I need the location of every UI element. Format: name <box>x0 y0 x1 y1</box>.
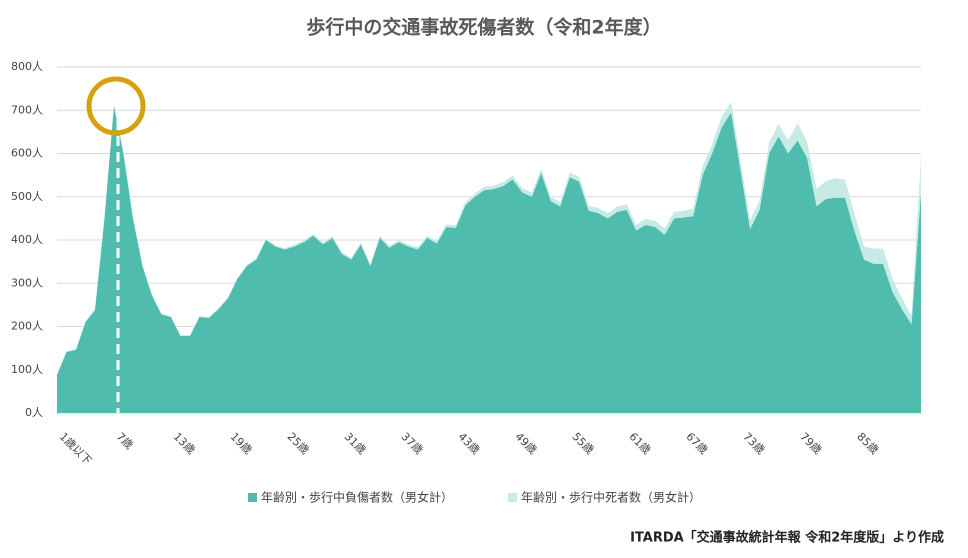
legend-label: 年齢別・歩行中死者数（男女計） <box>521 490 701 505</box>
x-tick-label: 37歳 <box>399 430 426 457</box>
x-tick-label: 79歳 <box>797 430 824 457</box>
x-tick-label: 25歳 <box>285 430 312 457</box>
y-tick-label: 700人 <box>11 103 43 116</box>
x-tick-label: 13歳 <box>171 430 198 457</box>
x-tick-label: 55歳 <box>569 430 596 457</box>
x-tick-label: 19歳 <box>228 430 255 457</box>
y-tick-label: 100人 <box>11 363 43 376</box>
y-tick-label: 0人 <box>25 406 43 419</box>
x-tick-label: 61歳 <box>626 430 653 457</box>
area <box>57 105 921 414</box>
legend-swatch <box>248 493 257 502</box>
plot-area: 0人 100人 200人 300人 400人 500人 600人 700人 800人 1歳以下 7歳… <box>11 60 921 468</box>
x-tick-label: 31歳 <box>342 430 369 457</box>
y-tick-label: 600人 <box>11 147 43 160</box>
x-tick-label: 67歳 <box>683 430 710 457</box>
y-tick-label: 500人 <box>11 190 43 203</box>
chart-title: 歩行中の交通事故死傷者数（令和2年度） <box>306 16 661 39</box>
y-tick-label: 300人 <box>11 276 43 289</box>
y-tick-label: 400人 <box>11 233 43 246</box>
x-tick-label: 73歳 <box>740 430 767 457</box>
x-tick-label: 1歳以下 <box>57 430 94 467</box>
highlight-circle <box>86 76 146 136</box>
y-tick-label: 200人 <box>11 320 43 333</box>
y-tick-label: 800人 <box>11 60 43 73</box>
x-tick-label: 43歳 <box>456 430 483 457</box>
source-note: ITARDA「交通事故統計年報 令和2年度版」より作成 <box>630 530 944 546</box>
x-tick-label: 49歳 <box>512 430 539 457</box>
x-tick-label: 7歳 <box>114 430 136 452</box>
legend-swatch <box>508 493 517 502</box>
x-tick-label: 85歳 <box>854 430 881 457</box>
legend-label: 年齢別・歩行中負傷者数（男女計） <box>261 490 453 505</box>
